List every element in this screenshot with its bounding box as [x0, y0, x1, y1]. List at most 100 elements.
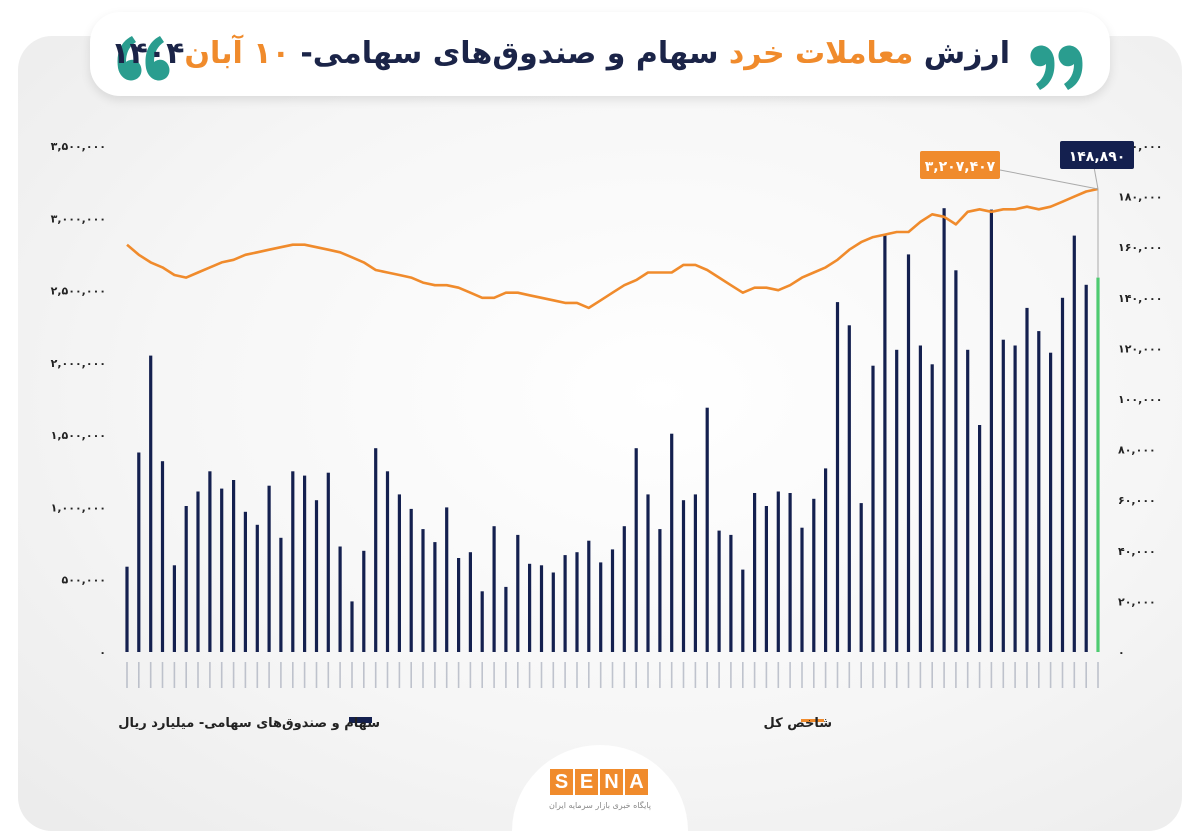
bar: [137, 452, 141, 652]
bar: [362, 550, 366, 652]
left-axis-tick-label: ۱,۵۰۰,۰۰۰: [51, 429, 106, 442]
x-axis-tick-label: [374, 662, 377, 688]
x-axis-tick-label: [670, 662, 673, 688]
bar: [717, 530, 721, 652]
bar: [409, 508, 413, 652]
x-axis-tick-label: [197, 662, 199, 688]
bar: [291, 471, 295, 652]
x-axis-tick-label: [469, 662, 472, 688]
bar: [906, 254, 911, 652]
x-axis-tick-label: [149, 662, 152, 688]
bar: [658, 529, 662, 652]
x-axis-tick-label: [872, 662, 874, 688]
x-axis-tick-label: [209, 662, 211, 688]
x-axis-tick-label: [1002, 662, 1005, 688]
bar: [1096, 277, 1100, 652]
x-axis-tick-label: [611, 662, 614, 688]
x-axis-tick-label: [623, 662, 626, 688]
x-axis-tick-label: [694, 662, 697, 688]
x-axis-tick-label: [824, 662, 827, 688]
bar: [528, 563, 532, 652]
bar: [350, 601, 354, 652]
x-axis-tick-label: [848, 662, 851, 688]
bar: [800, 527, 804, 652]
bar: [551, 572, 555, 652]
x-axis-tick-label: [599, 662, 602, 688]
bar: [397, 494, 401, 652]
logo-letter: N: [600, 769, 623, 795]
bar: [1013, 345, 1017, 652]
x-axis-tick-label: [753, 662, 756, 688]
bar: [575, 552, 579, 652]
left-axis-tick-label: ۳,۰۰۰,۰۰۰: [51, 212, 106, 225]
bar: [622, 526, 626, 652]
bar: [563, 555, 567, 652]
title-part-1: ارزش: [923, 36, 1010, 71]
x-axis-tick-label: [836, 662, 839, 688]
bar: [788, 493, 792, 652]
bar: [516, 534, 520, 652]
x-axis-tick-label: [220, 662, 223, 688]
bar: [741, 569, 745, 652]
title-part-4: ۱۰ آبان: [184, 36, 290, 71]
right-axis-tick-label: ۱۶۰,۰۰۰: [1118, 241, 1162, 254]
chart-title: ارزش معاملات خرد سهام و صندوق‌های سهامی-…: [111, 30, 1010, 78]
bar: [314, 500, 319, 652]
bar: [1084, 284, 1088, 652]
bar: [681, 500, 686, 652]
title-part-5: ۱۴۰۴: [111, 36, 185, 71]
annotation-label: ۱۴۸,۸۹۰: [1069, 149, 1126, 165]
bar: [670, 433, 674, 652]
x-axis-tick-label: [303, 662, 306, 688]
bar: [978, 425, 982, 652]
bar: [421, 529, 425, 652]
bar: [539, 565, 544, 652]
bar: [232, 480, 236, 652]
right-axis-tick-label: ۱۸۰,۰۰۰: [1118, 191, 1162, 204]
bar: [942, 208, 946, 652]
bar: [871, 365, 875, 652]
x-axis-tick-label: [528, 662, 531, 688]
right-axis-tick-label: ۱۰۰,۰۰۰: [1118, 393, 1162, 406]
annotation-box-navy: [1060, 141, 1134, 169]
bar: [954, 270, 958, 652]
x-axis-tick-label: [481, 662, 483, 688]
bar: [184, 506, 188, 652]
bar: [480, 591, 484, 652]
bar: [504, 586, 508, 652]
bar: [220, 488, 224, 652]
bar: [385, 471, 390, 652]
bar: [918, 345, 922, 652]
bar: [255, 524, 259, 652]
bar: [883, 235, 887, 652]
x-axis-tick-label: [884, 662, 886, 688]
right-axis-tick-label: ۱۲۰,۰۰۰: [1118, 342, 1162, 355]
left-axis-tick-label: ۵۰۰,۰۰۰: [62, 574, 106, 587]
left-axis-tick-label: ۱,۰۰۰,۰۰۰: [51, 501, 106, 514]
legend-line-swatch: [801, 719, 824, 722]
bar: [693, 494, 697, 652]
bar: [812, 498, 816, 652]
x-axis-tick-label: [978, 662, 981, 688]
bar: [895, 349, 899, 652]
x-axis-tick-label: [801, 662, 803, 688]
index-line: [126, 187, 1099, 310]
bar: [338, 546, 342, 652]
bar: [492, 526, 496, 652]
x-axis-tick-label: [588, 662, 590, 688]
x-axis-tick-label: [517, 662, 519, 688]
right-axis-tick-label: ۶۰,۰۰۰: [1118, 494, 1156, 507]
x-axis-tick-label: [552, 662, 555, 688]
legend-bar-label: سهام و صندوق‌های سهامی- میلیارد ریال: [118, 716, 380, 731]
x-axis-tick-label: [398, 662, 401, 688]
bar: [764, 506, 768, 652]
x-axis-tick-label: [706, 662, 708, 688]
bar: [610, 549, 615, 652]
logo-wordmark: S E N A: [550, 769, 648, 795]
x-axis-tick-label: [1061, 662, 1064, 688]
bar: [587, 540, 591, 652]
bar: [966, 349, 970, 652]
bar: [196, 491, 200, 652]
x-axis-tick-label: [860, 662, 862, 688]
right-axis-tick-label: ۰: [1118, 646, 1125, 659]
